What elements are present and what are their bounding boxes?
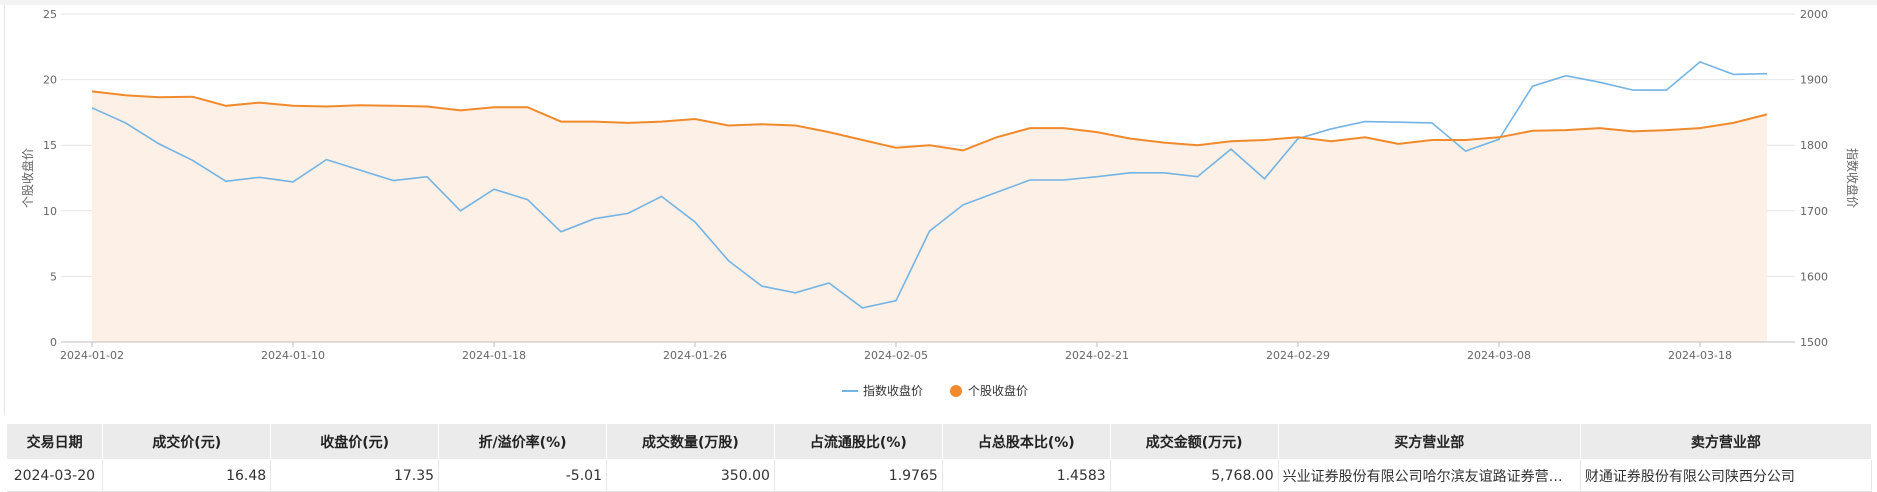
header-close-price: 收盘价(元): [270, 423, 440, 460]
header-premium-rate: 折/溢价率(%): [438, 423, 607, 460]
right-tick-label: 1500: [1800, 336, 1828, 349]
stock-price-area: [92, 91, 1767, 343]
left-border: [4, 5, 5, 415]
left-tick-label: 20: [43, 74, 57, 87]
x-tick-label: 2024-02-29: [1266, 349, 1330, 362]
legend-index-label[interactable]: 指数收盘价: [863, 383, 923, 398]
left-tick-label: 5: [50, 270, 57, 283]
legend-stock-label[interactable]: 个股收盘价: [968, 383, 1028, 398]
legend[interactable]: 指数收盘价 个股收盘价: [842, 383, 1028, 398]
index-price-line: [91, 60, 1768, 309]
x-tick-label: 2024-03-08: [1467, 349, 1531, 362]
right-tick-label: 1800: [1800, 139, 1828, 152]
left-tick-label: 0: [50, 336, 57, 349]
right-tick-label: 1900: [1800, 74, 1828, 87]
x-tick-label: 2024-02-21: [1065, 349, 1129, 362]
header-buyer: 买方营业部: [1277, 423, 1581, 460]
right-tick-label: 1600: [1800, 270, 1828, 283]
left-tick-label: 25: [43, 8, 57, 21]
x-tick-label: 2024-01-26: [663, 349, 727, 362]
legend-dot-icon: [950, 385, 962, 397]
left-axis-title: 个股收盘价: [20, 148, 35, 208]
x-tick-label: 2024-01-02: [60, 349, 124, 362]
header-seller: 卖方营业部: [1579, 423, 1873, 460]
x-tick-label: 2024-01-18: [462, 349, 526, 362]
block-trade-table: 交易日期 成交价(元) 收盘价(元) 折/溢价率(%) 成交数量(万股) 占流通…: [5, 423, 1873, 492]
header-float-ratio: 占流通股比(%): [773, 423, 943, 460]
right-y-axis: 1500 1600 1700 1800 1900 2000: [1800, 8, 1828, 349]
x-tick-label: 2024-02-05: [864, 349, 928, 362]
header-trade-date: 交易日期: [5, 423, 104, 460]
header-volume: 成交数量(万股): [605, 423, 775, 460]
x-tick-label: 2024-01-10: [261, 349, 325, 362]
header-deal-price: 成交价(元): [102, 423, 272, 460]
right-tick-label: 2000: [1800, 8, 1828, 21]
stock-price-line: [91, 90, 1768, 152]
table-header-row: 交易日期 成交价(元) 收盘价(元) 折/溢价率(%) 成交数量(万股) 占流通…: [5, 423, 1873, 460]
right-axis-title: 指数收盘价: [1845, 148, 1860, 208]
top-border: [0, 0, 1877, 5]
price-chart: 0 5 10 15 20 25 1500 1600 1700 1800 1900 2000 2024…: [20, 8, 1860, 398]
left-y-axis: 0 5 10 15 20 25: [43, 8, 57, 349]
left-tick-label: 10: [43, 205, 57, 218]
left-tick-label: 15: [43, 139, 57, 152]
x-tick-label: 2024-03-18: [1668, 349, 1732, 362]
header-total-ratio: 占总股本比(%): [941, 423, 1111, 460]
right-tick-label: 1700: [1800, 205, 1828, 218]
header-amount: 成交金额(万元): [1109, 423, 1279, 460]
x-axis: 2024-01-02 2024-01-10 2024-01-18 2024-01-26…: [60, 342, 1732, 362]
